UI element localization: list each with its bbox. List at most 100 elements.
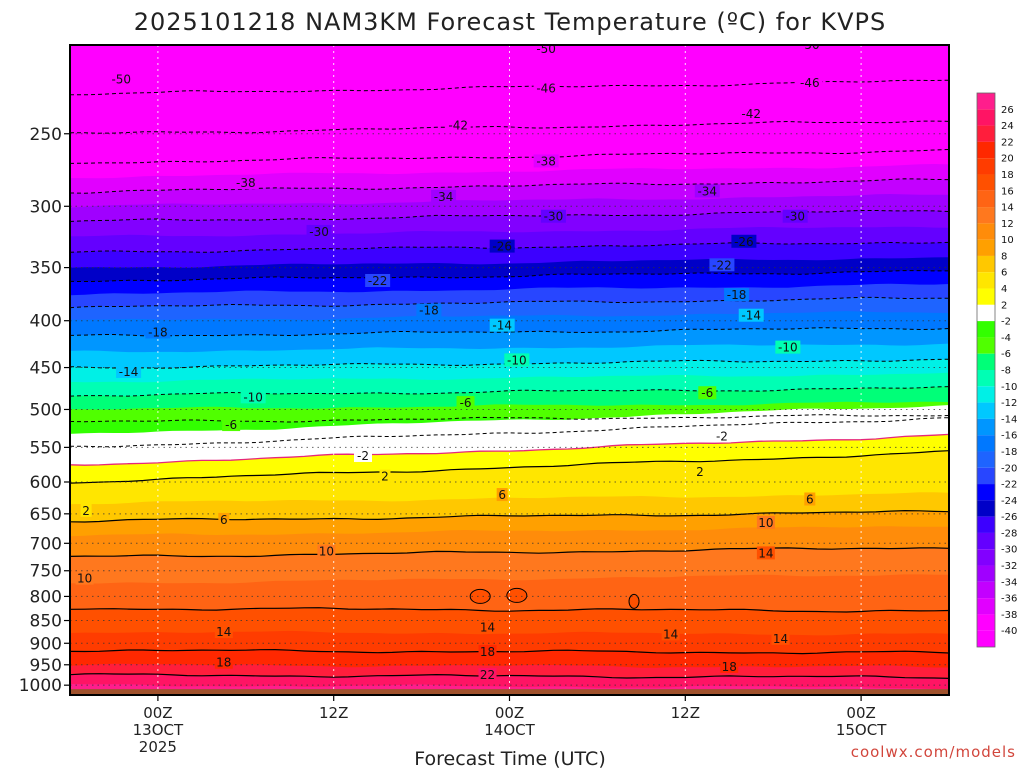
- isotherm-label-bg: [489, 318, 515, 332]
- isotherm-label-text: -42: [741, 107, 761, 121]
- isotherm-label-bg: [240, 390, 266, 404]
- isotherm-label: 6: [496, 488, 508, 502]
- isotherm-label: -34: [431, 189, 457, 204]
- y-tick-label: 250: [30, 125, 62, 145]
- credit-text: coolwx.com/models: [851, 743, 1016, 761]
- isotherm-label: -50: [533, 42, 559, 56]
- isotherm-label-text: 6: [806, 492, 814, 506]
- isotherm-label-text: -50: [536, 42, 556, 56]
- isotherm-label-bg: [504, 353, 530, 367]
- colorbar-swatch: [977, 516, 995, 533]
- isotherm-label-text: 14: [758, 546, 773, 560]
- isotherm-label: -22: [365, 274, 391, 288]
- colorbar-swatch: [977, 272, 995, 289]
- isotherm-label-text: 14: [773, 632, 788, 646]
- colorbar-swatch: [977, 630, 995, 647]
- colorbar-label: -38: [1001, 610, 1017, 621]
- isotherm-label-bg: [738, 308, 764, 322]
- colorbar-label: -24: [1001, 496, 1017, 507]
- isotherm-label-bg: [724, 288, 750, 302]
- y-tick-label: 600: [30, 473, 62, 493]
- x-axis-label: Forecast Time (UTC): [414, 748, 605, 768]
- temperature-bands: [70, 45, 949, 695]
- x-tick-label: 00Z: [495, 704, 524, 722]
- isotherm-label-bg: [306, 224, 332, 238]
- colorbar-label: -4: [1001, 333, 1011, 344]
- isotherm-line: [70, 547, 949, 558]
- isotherm-label-text: -46: [800, 76, 820, 90]
- colorbar-label: -10: [1001, 382, 1017, 393]
- y-axis: 2503003504004505005506006507007508008509…: [19, 125, 70, 696]
- colorbar-swatch: [977, 141, 995, 159]
- y-tick-label: 650: [30, 505, 62, 525]
- isotherm-label-text: -38: [236, 176, 256, 190]
- isotherm-label: 18: [478, 645, 497, 659]
- isotherm-label: -22: [709, 258, 735, 272]
- colorbar-label: 10: [1001, 235, 1014, 246]
- isotherm-label-text: -30: [544, 210, 564, 224]
- colorbar-label: -6: [1001, 349, 1011, 360]
- isotherm-label: -6: [456, 396, 475, 410]
- isotherm-label-text: 6: [498, 488, 506, 502]
- colorbar-swatch: [977, 418, 995, 436]
- isotherm-label-bg: [540, 209, 566, 223]
- colorbar-label: 20: [1001, 154, 1014, 165]
- colorbar-label: 26: [1001, 105, 1014, 116]
- colorbar-swatch: [977, 304, 995, 322]
- isotherm-label: -10: [775, 340, 801, 355]
- isotherm-label-bg: [771, 631, 790, 645]
- y-tick-label: 900: [30, 634, 62, 654]
- isotherm-label: 14: [771, 631, 790, 646]
- isotherm-label-bg: [365, 274, 391, 288]
- isotherm-label-text: 10: [758, 516, 773, 530]
- isotherm-label: -14: [738, 308, 764, 323]
- isotherm-label: 14: [661, 627, 680, 641]
- colorbar-label: 16: [1001, 186, 1014, 197]
- colorbar-swatch: [977, 581, 995, 599]
- colorbar-label: -2: [1001, 317, 1011, 328]
- colorbar-swatch: [977, 549, 995, 566]
- isotherm-label-text: -2: [357, 449, 369, 463]
- y-tick-label: 400: [30, 312, 62, 332]
- isotherm-label-text: -26: [734, 235, 754, 249]
- isotherm-label: -50: [797, 45, 823, 52]
- isotherm-label: 10: [756, 515, 775, 530]
- colorbar-swatch: [977, 370, 995, 387]
- isotherm-label: -18: [724, 288, 750, 302]
- isotherm-label-bg: [533, 45, 559, 55]
- isotherm-label-text: -34: [697, 184, 717, 198]
- isotherm-label-text: -10: [778, 341, 798, 355]
- isotherm-label-bg: [80, 503, 92, 517]
- y-tick-label: 500: [30, 400, 62, 420]
- isotherm-label: 2: [80, 503, 92, 518]
- isotherm-label-bg: [782, 209, 808, 223]
- colorbar-label: -26: [1001, 512, 1017, 523]
- colorbar-label: -32: [1001, 561, 1017, 572]
- x-tick-label: 00Z: [143, 704, 172, 722]
- colorbar-swatch: [977, 614, 995, 631]
- isotherm-label: -2: [354, 448, 372, 463]
- chart-title: 2025101218 NAM3KM Forecast Temperature (…: [134, 8, 887, 36]
- colorbar-swatch: [977, 484, 995, 501]
- isotherm-label-text: -26: [492, 240, 512, 254]
- isotherm-label-bg: [478, 668, 497, 682]
- isotherm-label: 18: [720, 659, 739, 674]
- colorbar-label: -18: [1001, 447, 1017, 458]
- isotherm-label: -30: [306, 224, 332, 239]
- isotherm-label-text: 14: [216, 625, 231, 639]
- isotherm-label-text: -18: [419, 304, 439, 318]
- isotherm-label-bg: [379, 469, 391, 483]
- isotherm-label-bg: [478, 620, 497, 634]
- isotherm-label-bg: [709, 258, 735, 272]
- y-tick-label: 850: [30, 612, 62, 632]
- colorbar-swatch: [977, 125, 995, 142]
- colorbar-label: 4: [1001, 284, 1007, 295]
- colorbar-label: 2: [1001, 300, 1007, 311]
- colorbar-swatch: [977, 321, 995, 338]
- isotherm-label-text: -30: [309, 225, 329, 239]
- colorbar-swatch: [977, 386, 995, 403]
- x-tick-label: 13OCT: [133, 721, 184, 739]
- isotherm-label-text: -6: [225, 418, 237, 432]
- isotherm-label: 6: [804, 492, 816, 506]
